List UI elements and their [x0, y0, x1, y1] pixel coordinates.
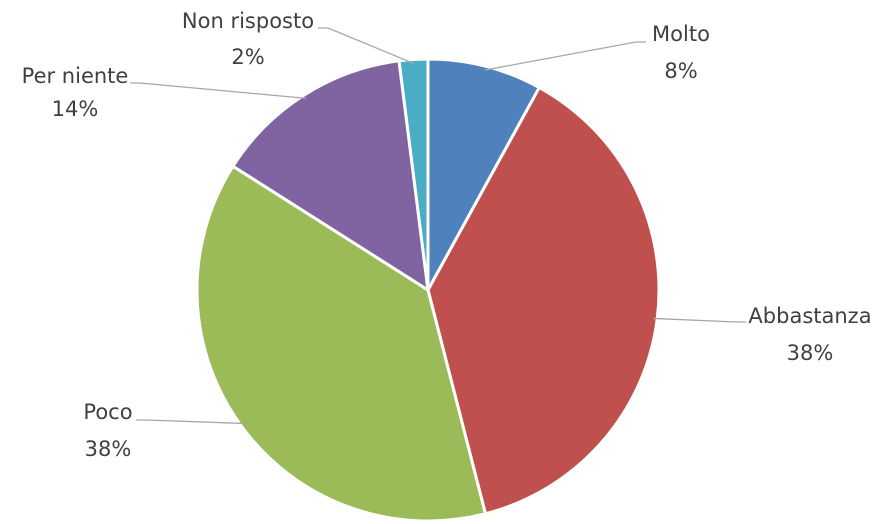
slice-value-label: 38%	[85, 437, 132, 461]
slice-label: Molto	[652, 22, 710, 46]
slice-label: Per niente	[22, 64, 129, 88]
leader-line	[130, 82, 307, 99]
leader-line	[484, 41, 646, 71]
leader-line	[653, 317, 746, 323]
slice-label: Poco	[83, 400, 132, 424]
slice-value-label: 38%	[787, 341, 834, 365]
slice-value-label: 14%	[52, 97, 99, 121]
slice-label: Non risposto	[182, 9, 314, 33]
slice-value-label: 2%	[231, 45, 264, 69]
pie-slice	[231, 59, 430, 292]
slice-label: Abbastanza	[748, 304, 871, 328]
pie-slice	[397, 57, 430, 292]
leader-line	[318, 27, 414, 65]
pie-slice	[426, 57, 541, 292]
leader-line	[136, 419, 245, 425]
slice-value-label: 8%	[664, 59, 697, 83]
